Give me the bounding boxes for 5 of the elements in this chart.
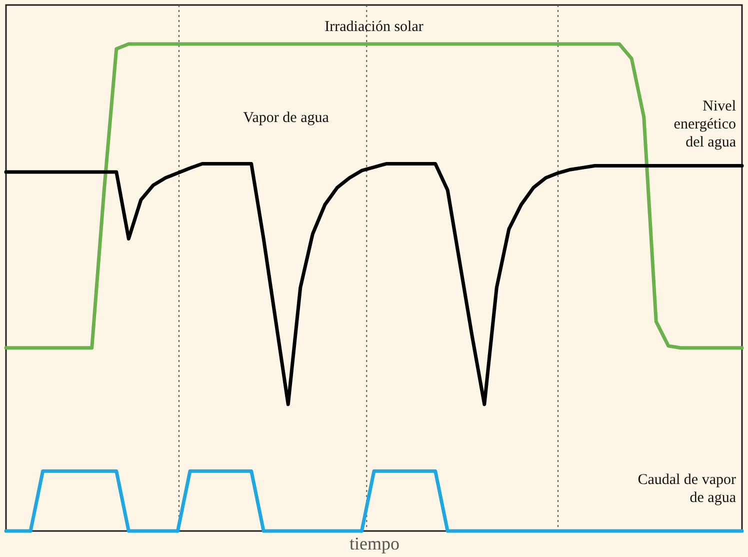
annotation: Vapor de agua: [243, 110, 330, 126]
x-axis-title: tiempo: [350, 534, 400, 554]
series-label: Nivel energético del agua: [674, 98, 736, 151]
series-label: Caudal de vapor de agua: [638, 472, 736, 506]
series-label: Irradiación solar: [324, 18, 424, 35]
